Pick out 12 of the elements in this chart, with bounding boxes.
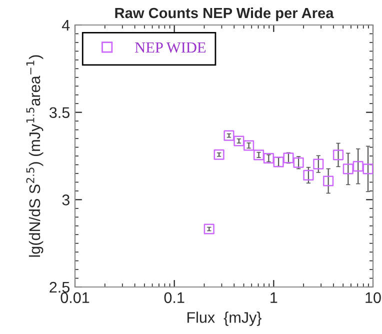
- x-tick-label: 0.01: [60, 292, 90, 304]
- y-tick-label: 4: [62, 20, 70, 31]
- y-tick-label: 3.5: [49, 107, 70, 118]
- x-tick-label: 1: [270, 292, 278, 303]
- x-tick-label: 10: [366, 292, 381, 304]
- x-tick-label: 0.1: [164, 292, 184, 304]
- x-axis-title: Flux {mJy}: [187, 312, 262, 326]
- legend-label: NEP WIDE: [135, 42, 206, 53]
- chart-title: Raw Counts NEP Wide per Area: [115, 7, 334, 22]
- y-axis-title: lg(dN/dS S$^{2.5}$) (mJy$^{1.5}$area$^{−1}$): [26, 55, 44, 257]
- y-tick-label: 3: [62, 194, 70, 206]
- y-tick-label: 2.5: [50, 282, 70, 293]
